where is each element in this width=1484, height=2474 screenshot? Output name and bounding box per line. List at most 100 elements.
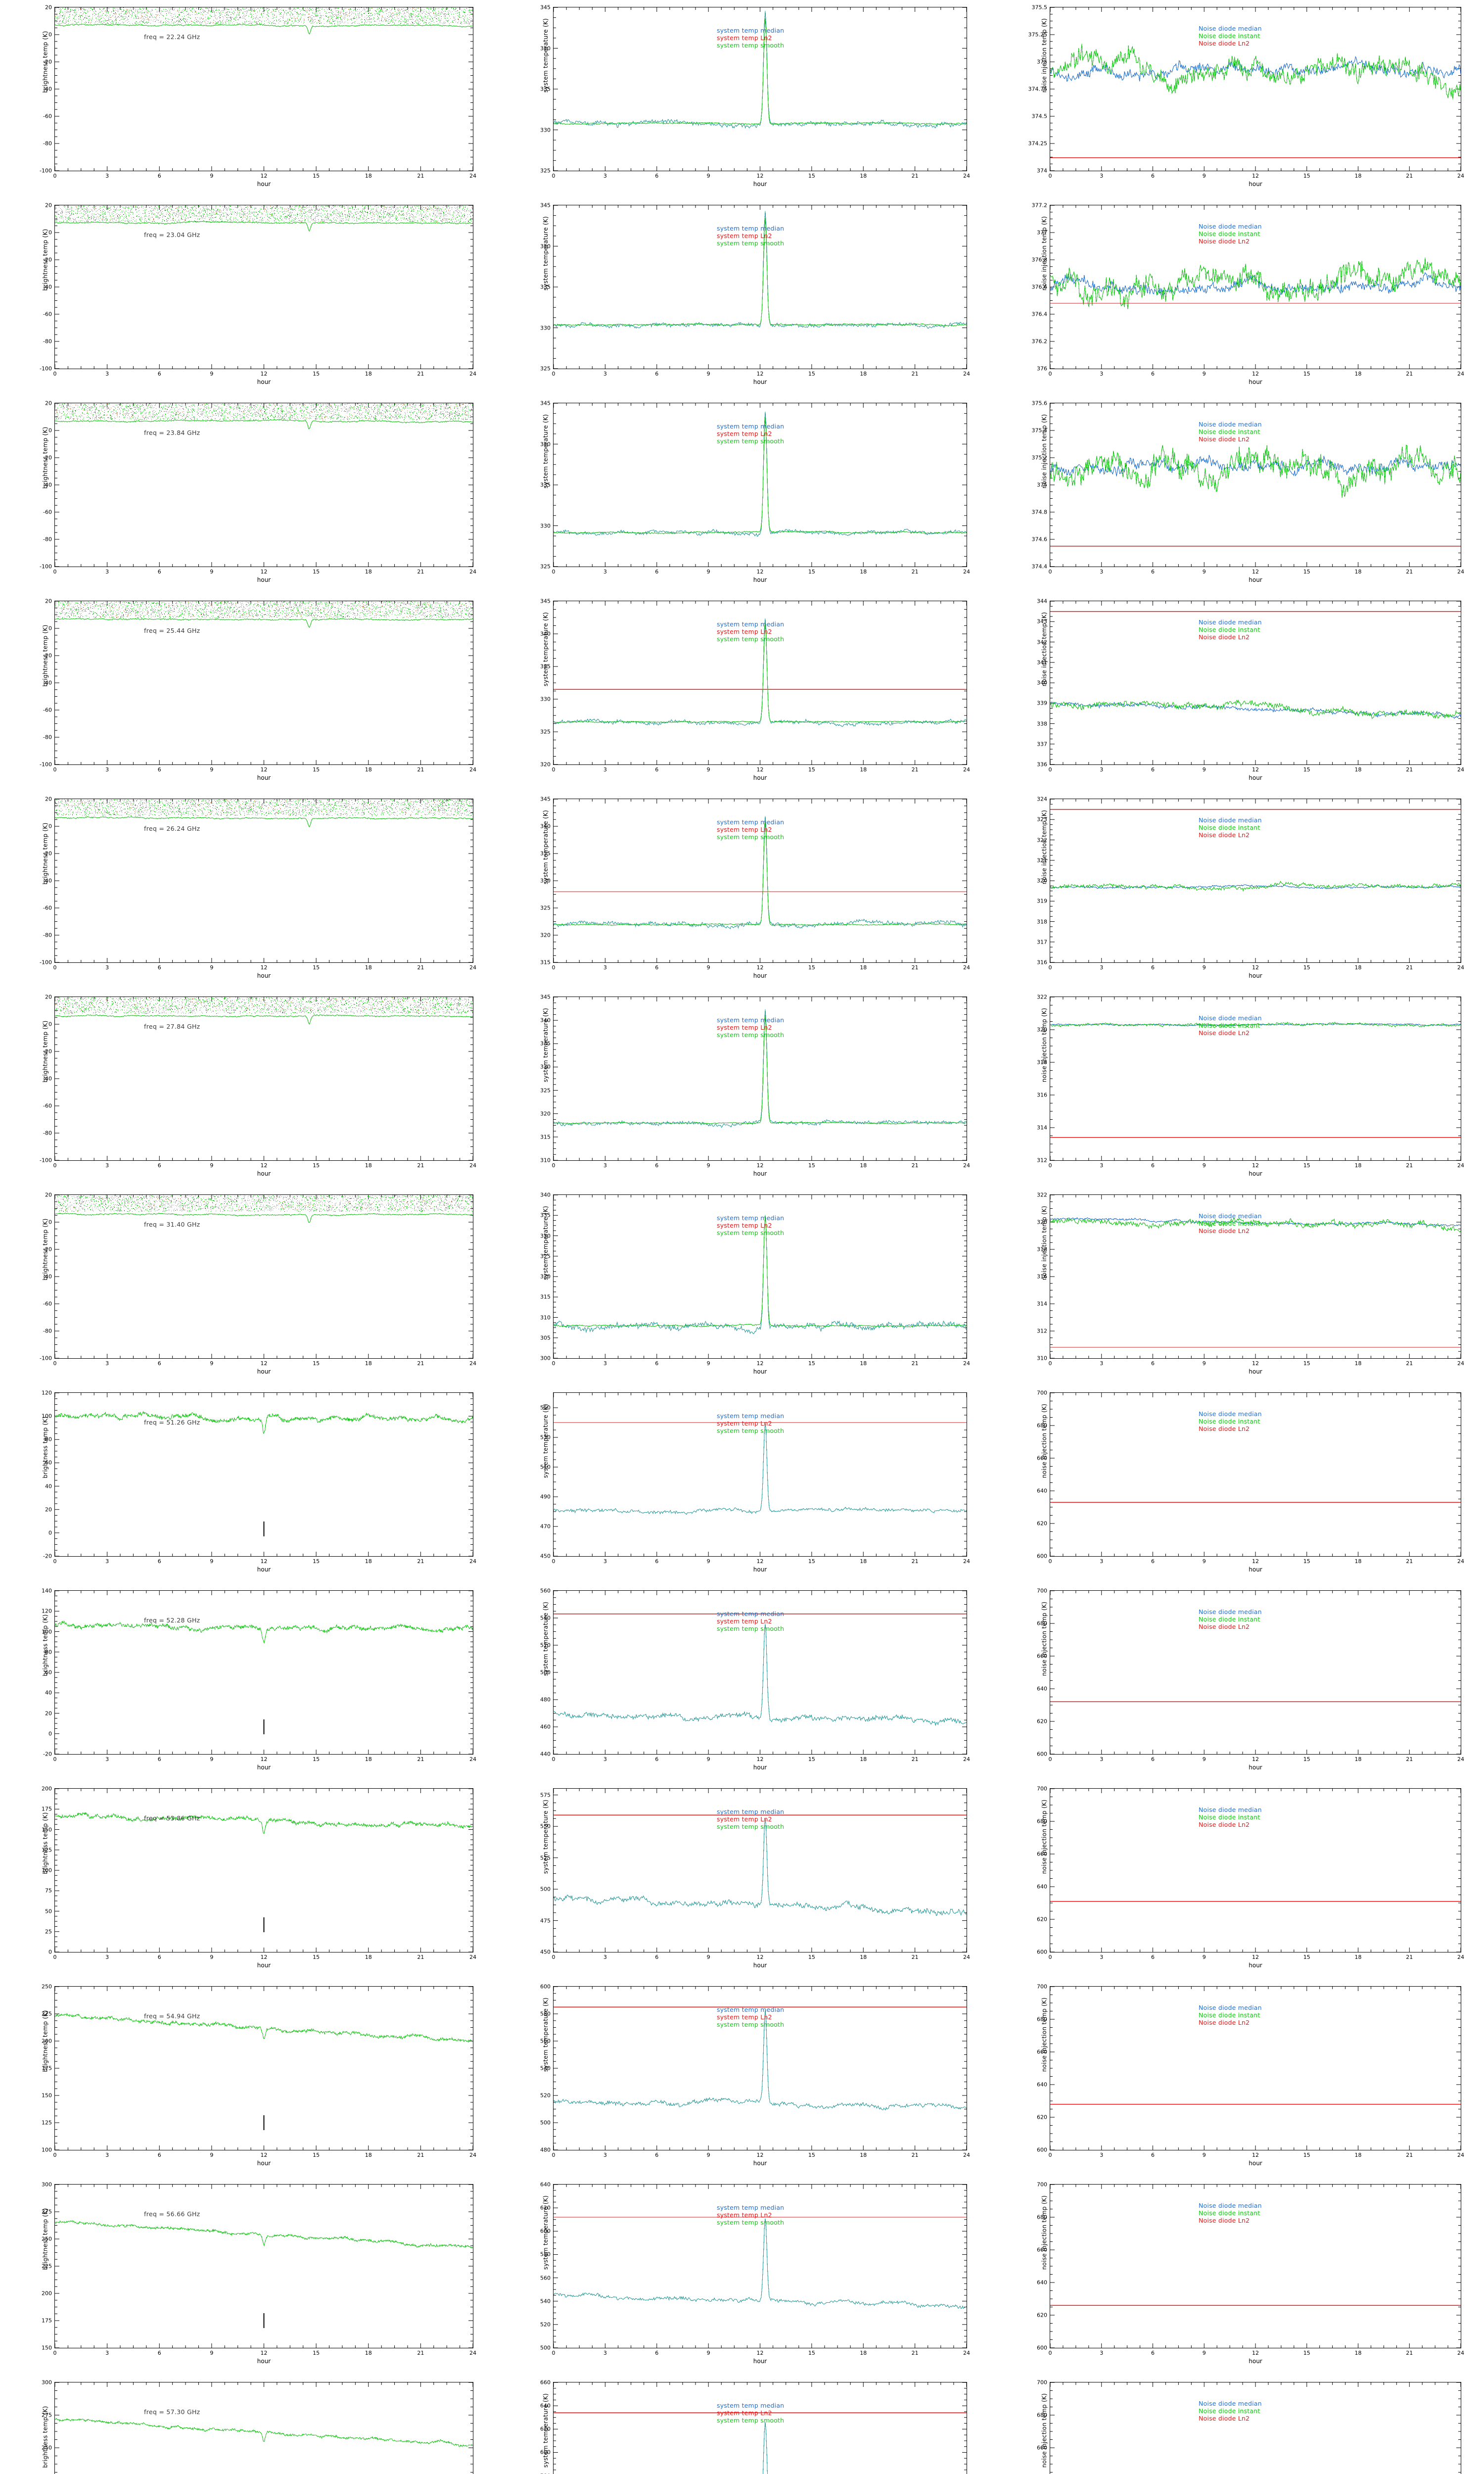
panel-r5-c3: 316 317 318 319 320 321 322 323 324 0 3 6 9 12 15 18 21 2… — [989, 792, 1484, 990]
x-tick-label: 15 — [313, 1361, 320, 1366]
x-tick-label: 3 — [1100, 1361, 1103, 1366]
series-system-temp-median — [554, 1009, 967, 1128]
x-tick-label: 0 — [1049, 2350, 1052, 2356]
axis-ticks — [553, 1789, 967, 1952]
series-brightness-temp — [55, 816, 473, 828]
panel-r2-c2: 325 330 335 340 345 0 3 6 9 12 15 18 21 24 system temp… — [495, 198, 989, 396]
series-system-temp-median — [554, 618, 967, 727]
y-tick-label: 377 — [1037, 230, 1047, 236]
y-tick-label: -40 — [43, 1274, 52, 1280]
series-noise-diode-instant — [1050, 881, 1461, 892]
axis-ticks — [553, 1590, 967, 1755]
y-tick-label: 450 — [540, 1554, 551, 1559]
frequency-label: freq = 56.66 GHz — [144, 2210, 200, 2218]
y-tick-label: 323 — [1037, 817, 1047, 822]
x-tick-label: 0 — [1049, 1559, 1052, 1564]
x-tick-label: 9 — [707, 965, 710, 970]
data-area — [554, 7, 967, 171]
y-axis-title: system temperature (K) — [542, 810, 549, 884]
x-tick-label: 0 — [1049, 173, 1052, 179]
y-tick-label: 375.2 — [1032, 455, 1048, 461]
x-tick-label: 21 — [1406, 569, 1413, 574]
x-tick-label: 24 — [1457, 767, 1464, 772]
y-tick-label: 0 — [48, 1950, 52, 1955]
y-axis-title: noise injection temp (K) — [1041, 1800, 1048, 1874]
series-brightness-temp — [55, 1812, 473, 1834]
x-tick-label: 3 — [105, 1559, 109, 1564]
plot-frame: 52054056058060062064066003691215182124sy… — [540, 2380, 967, 2474]
y-tick-label: 700 — [1037, 1588, 1047, 1594]
plot-frame: 480 500 520 540 560 580 600 0 3 6 9 12 15 18 21 24 syste… — [540, 1984, 970, 2167]
data-area — [1050, 2382, 1461, 2474]
y-tick-label: 660 — [1037, 1456, 1047, 1461]
y-tick-label: 275 — [42, 2209, 52, 2215]
x-tick-label: 0 — [1049, 767, 1052, 772]
panel-r9-c3: 600 620 640 660 680 700 0 3 6 9 12 15 18 21 24 noise in… — [989, 1583, 1484, 1781]
y-tick-label: 335 — [540, 851, 551, 856]
y-tick-label: 700 — [1037, 2380, 1047, 2385]
x-tick-label: 24 — [469, 1954, 476, 1960]
x-tick-label: 6 — [1151, 371, 1155, 377]
x-tick-label: 9 — [707, 1757, 710, 1762]
panel-r4-c2: 320 325 330 335 340 345 0 3 6 9 12 15 18 21 24 system t… — [495, 594, 989, 792]
y-tick-label: 660 — [1037, 1852, 1047, 1857]
x-tick-label: 18 — [860, 173, 867, 179]
x-tick-label: 24 — [1457, 569, 1464, 574]
y-axis-title: noise injection temp (K) — [1041, 1404, 1048, 1478]
x-tick-label: 24 — [963, 965, 970, 970]
x-tick-label: 6 — [655, 2152, 658, 2158]
x-tick-label: 24 — [963, 1757, 970, 1762]
x-tick-label: 21 — [912, 1163, 919, 1168]
y-tick-label: 620 — [1037, 1521, 1047, 1526]
x-tick-label: 18 — [365, 965, 372, 970]
y-tick-label: 620 — [540, 2426, 551, 2432]
x-tick-label: 18 — [1355, 1361, 1362, 1366]
series-system-temp-median — [554, 1623, 967, 1726]
y-tick-label: 335 — [540, 285, 551, 290]
axis-ticks — [1050, 2184, 1461, 2348]
x-tick-label: 15 — [808, 569, 815, 574]
y-tick-label: 340 — [540, 631, 551, 637]
y-tick-label: -100 — [40, 564, 52, 570]
x-tick-label: 12 — [261, 2152, 268, 2158]
series-system-temp-smooth — [554, 623, 967, 723]
y-tick-label: 560 — [540, 2039, 551, 2044]
y-tick-label: -20 — [43, 1049, 52, 1054]
x-tick-label: 6 — [655, 965, 658, 970]
x-tick-label: 24 — [963, 2350, 970, 2356]
frequency-label: freq = 53.86 GHz — [144, 1814, 200, 1822]
x-tick-label: 9 — [1203, 2152, 1206, 2158]
plot-frame: -100 -80 -60 -40 -20 0 20 0 3 6 9 12 15 18 21 24 brightn… — [40, 203, 476, 386]
y-tick-label: 300 — [42, 2380, 52, 2385]
x-tick-label: 3 — [603, 1559, 607, 1564]
x-axis-title: hour — [1249, 972, 1262, 979]
y-tick-label: 50 — [45, 1908, 52, 1914]
x-tick-label: 9 — [210, 1361, 213, 1366]
y-tick-label: 314 — [1037, 1125, 1047, 1131]
plot-frame: -20 0 20 40 60 80 100 120 0 3 6 9 12 15 18 21 24 brightne… — [42, 1390, 476, 1573]
data-area — [554, 1789, 967, 1952]
data-area — [554, 997, 967, 1160]
y-tick-label: 120 — [42, 1390, 52, 1396]
axis-ticks — [553, 7, 967, 171]
x-tick-label: 12 — [261, 2350, 268, 2356]
data-area — [554, 205, 967, 369]
panel-r3-c3: 374.4 374.6 374.8 375 375.2 375.4 375.6 0 3 6 9 12 1… — [989, 396, 1484, 594]
x-tick-label: 6 — [158, 1954, 161, 1960]
y-tick-label: 20 — [45, 599, 52, 604]
x-tick-label: 3 — [105, 173, 109, 179]
y-tick-label: 0 — [48, 1530, 52, 1535]
y-tick-label: 314 — [1037, 1301, 1047, 1307]
plot-frame: 376 376.2 376.4 376.6 376.8 377 377.2 0 3 6 9 12 15 1… — [1032, 203, 1465, 386]
y-tick-label: 344 — [1037, 599, 1047, 604]
series-system-temp-median — [554, 11, 967, 129]
y-tick-label: -100 — [40, 1356, 52, 1361]
x-tick-label: 24 — [469, 2152, 476, 2158]
y-tick-label: 80 — [45, 1437, 52, 1442]
plot-frame: 312 314 316 318 320 322 0 3 6 9 12 15 18 21 24 noise in… — [1037, 995, 1464, 1178]
y-tick-label: -40 — [43, 482, 52, 488]
x-tick-label: 0 — [53, 767, 57, 772]
x-axis-title: hour — [1249, 379, 1262, 385]
y-tick-label: 275 — [42, 2413, 52, 2418]
y-tick-label: 320 — [1037, 878, 1047, 884]
